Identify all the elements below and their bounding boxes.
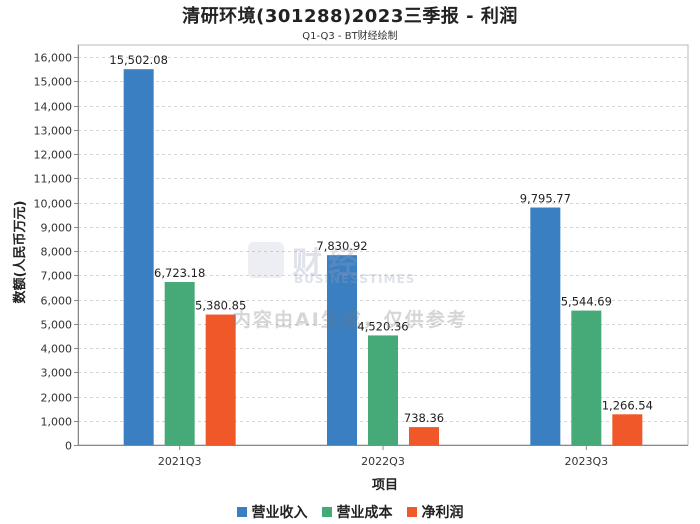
y-tick-label: 1,000 <box>41 416 73 429</box>
y-tick-label: 15,000 <box>34 76 73 89</box>
x-tick-label: 2022Q3 <box>361 455 405 468</box>
legend: 营业收入 营业成本 净利润 <box>0 502 700 522</box>
data-label: 9,795.77 <box>520 192 571 206</box>
chart-subtitle: Q1-Q3 - BT财经绘制 <box>302 31 398 42</box>
data-label: 15,502.08 <box>109 53 168 67</box>
y-tick-label: 13,000 <box>34 125 73 138</box>
y-tick-label: 11,000 <box>34 173 73 186</box>
x-tick-label: 2023Q3 <box>565 455 609 468</box>
bar-2022Q3-营业成本 <box>368 335 398 445</box>
x-axis-title: 项目 <box>372 478 398 493</box>
y-tick-label: 10,000 <box>34 198 73 211</box>
legend-label: 净利润 <box>421 505 464 521</box>
bar-chart: 0 1,000 2,000 3,000 4,000 5,000 6,000 7,000 8,00… <box>12 44 689 493</box>
bars: 15,502.08 6,723.18 5,380.85 7,830.92 4,520.3… <box>109 53 653 445</box>
x-axis: 2021Q3 2022Q3 2023Q3 <box>78 445 688 468</box>
bar-2021Q3-营业成本 <box>164 282 195 445</box>
data-label: 5,544.69 <box>561 295 612 309</box>
y-tick-label: 7,000 <box>41 270 73 283</box>
legend-swatch <box>406 507 417 517</box>
y-tick-label: 8,000 <box>41 246 73 259</box>
y-axis: 0 1,000 2,000 3,000 4,000 5,000 6,000 7,000 8,00… <box>34 45 79 453</box>
bar-2023Q3-净利润 <box>612 414 643 445</box>
y-tick-label: 6,000 <box>41 295 73 308</box>
bar-2021Q3-净利润 <box>205 314 236 445</box>
y-tick-label: 4,000 <box>41 343 73 356</box>
watermark-brand-sub: BUSINESSTIMES <box>294 272 416 286</box>
watermark-notice: 内容由AI生成，仅供参考 <box>232 309 468 331</box>
legend-label: 营业成本 <box>336 505 393 521</box>
y-tick-label: 3,000 <box>41 367 73 380</box>
y-tick-label: 9,000 <box>41 222 73 235</box>
x-tick-label: 2021Q3 <box>158 455 202 468</box>
bar-2021Q3-营业收入 <box>123 69 154 445</box>
y-tick-label: 5,000 <box>41 319 73 332</box>
legend-item: 净利润 <box>406 502 464 522</box>
data-label: 6,723.18 <box>154 266 205 280</box>
legend-item: 营业成本 <box>321 502 393 522</box>
legend-item: 营业收入 <box>236 502 308 522</box>
data-label: 4,520.36 <box>357 319 408 333</box>
legend-label: 营业收入 <box>251 505 308 521</box>
y-axis-title: 数额(人民币万元) <box>12 201 28 304</box>
bar-2022Q3-营业收入 <box>327 255 357 445</box>
y-tick-label: 12,000 <box>34 149 73 162</box>
bar-2023Q3-营业成本 <box>571 310 602 445</box>
watermark-logo: 财经 BUSINESSTIMES <box>248 240 458 290</box>
y-tick-label: 14,000 <box>34 101 73 114</box>
data-label: 7,830.92 <box>316 239 367 253</box>
y-tick-label: 16,000 <box>34 52 73 65</box>
y-tick-label: 2,000 <box>41 392 73 405</box>
y-tick-label: 0 <box>65 440 72 453</box>
data-label: 5,380.85 <box>195 299 246 313</box>
chart-title: 清研环境(301288)2023三季报 - 利润 <box>182 6 518 27</box>
bar-2022Q3-净利润 <box>409 427 439 445</box>
watermark-mark-icon <box>248 242 284 278</box>
data-label: 1,266.54 <box>602 398 653 412</box>
legend-swatch <box>236 507 247 517</box>
watermark-brand: 财经 <box>292 246 364 281</box>
data-label: 738.36 <box>404 411 444 425</box>
bar-2023Q3-营业收入 <box>530 207 561 445</box>
legend-swatch <box>321 507 332 517</box>
